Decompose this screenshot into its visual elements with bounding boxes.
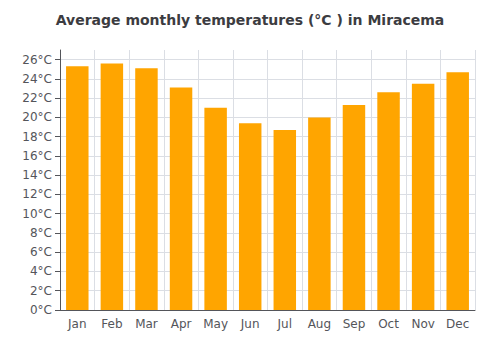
svg-text:20°C: 20°C [22,110,52,124]
svg-text:14°C: 14°C [22,168,52,182]
svg-text:8°C: 8°C [30,226,52,240]
svg-text:24°C: 24°C [22,72,52,86]
svg-text:6°C: 6°C [30,245,52,259]
svg-text:Dec: Dec [446,317,469,331]
svg-text:Aug: Aug [308,317,331,331]
svg-text:Nov: Nov [411,317,434,331]
svg-text:Average monthly temperatures (: Average monthly temperatures (°C ) in Mi… [56,12,445,28]
svg-text:0°C: 0°C [30,303,52,317]
svg-text:Oct: Oct [378,317,399,331]
svg-text:May: May [203,317,228,331]
svg-text:Jul: Jul [277,317,292,331]
svg-text:18°C: 18°C [22,130,52,144]
svg-text:Jan: Jan [67,317,87,331]
svg-text:22°C: 22°C [22,91,52,105]
svg-text:16°C: 16°C [22,149,52,163]
svg-text:26°C: 26°C [22,53,52,67]
svg-text:4°C: 4°C [30,264,52,278]
svg-text:Sep: Sep [343,317,366,331]
svg-text:Apr: Apr [171,317,192,331]
svg-text:10°C: 10°C [22,207,52,221]
svg-text:2°C: 2°C [30,284,52,298]
svg-text:Mar: Mar [135,317,158,331]
svg-text:Feb: Feb [101,317,122,331]
svg-text:Jun: Jun [240,317,260,331]
svg-text:12°C: 12°C [22,187,52,201]
